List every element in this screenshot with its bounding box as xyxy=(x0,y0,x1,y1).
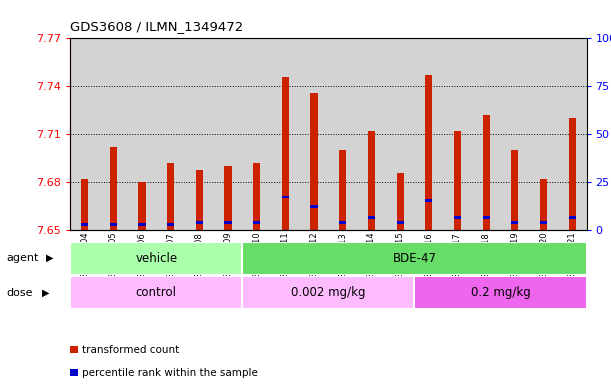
Bar xyxy=(368,131,375,230)
Text: ▶: ▶ xyxy=(42,288,49,298)
Bar xyxy=(167,223,174,226)
Bar xyxy=(253,221,260,224)
Bar xyxy=(253,163,260,230)
Text: 0.002 mg/kg: 0.002 mg/kg xyxy=(291,286,365,299)
Text: BDE-47: BDE-47 xyxy=(392,252,436,265)
Bar xyxy=(454,131,461,230)
Bar xyxy=(224,221,232,224)
Text: transformed count: transformed count xyxy=(82,345,180,355)
Bar xyxy=(414,276,587,309)
Bar xyxy=(138,182,145,230)
Bar xyxy=(81,179,88,230)
Bar xyxy=(511,151,519,230)
Bar xyxy=(243,242,587,275)
Bar xyxy=(282,77,289,230)
Bar xyxy=(110,223,117,226)
Bar xyxy=(282,195,289,199)
Text: vehicle: vehicle xyxy=(135,252,177,265)
Bar xyxy=(483,115,490,230)
Text: percentile rank within the sample: percentile rank within the sample xyxy=(82,368,258,378)
Bar xyxy=(138,223,145,226)
Bar xyxy=(110,147,117,230)
Bar xyxy=(540,221,547,224)
Bar xyxy=(339,221,346,224)
Bar xyxy=(569,118,576,230)
Bar xyxy=(81,223,88,226)
Bar xyxy=(397,221,404,224)
Bar xyxy=(243,276,414,309)
Text: agent: agent xyxy=(6,253,38,263)
Bar xyxy=(569,216,576,219)
Bar xyxy=(454,216,461,219)
Text: dose: dose xyxy=(6,288,32,298)
Bar xyxy=(310,205,318,208)
Bar xyxy=(70,276,243,309)
Bar xyxy=(70,242,243,275)
Bar xyxy=(540,179,547,230)
Bar xyxy=(339,151,346,230)
Text: GDS3608 / ILMN_1349472: GDS3608 / ILMN_1349472 xyxy=(70,20,244,33)
Bar xyxy=(425,75,433,230)
Bar xyxy=(425,199,433,202)
Bar xyxy=(483,216,490,219)
Bar xyxy=(397,173,404,230)
Bar xyxy=(167,163,174,230)
Bar xyxy=(224,166,232,230)
Text: 0.2 mg/kg: 0.2 mg/kg xyxy=(470,286,530,299)
Text: control: control xyxy=(136,286,177,299)
Bar xyxy=(310,93,318,230)
Bar xyxy=(368,216,375,219)
Bar xyxy=(511,221,519,224)
Text: ▶: ▶ xyxy=(46,253,53,263)
Bar xyxy=(196,221,203,224)
Bar xyxy=(196,170,203,230)
